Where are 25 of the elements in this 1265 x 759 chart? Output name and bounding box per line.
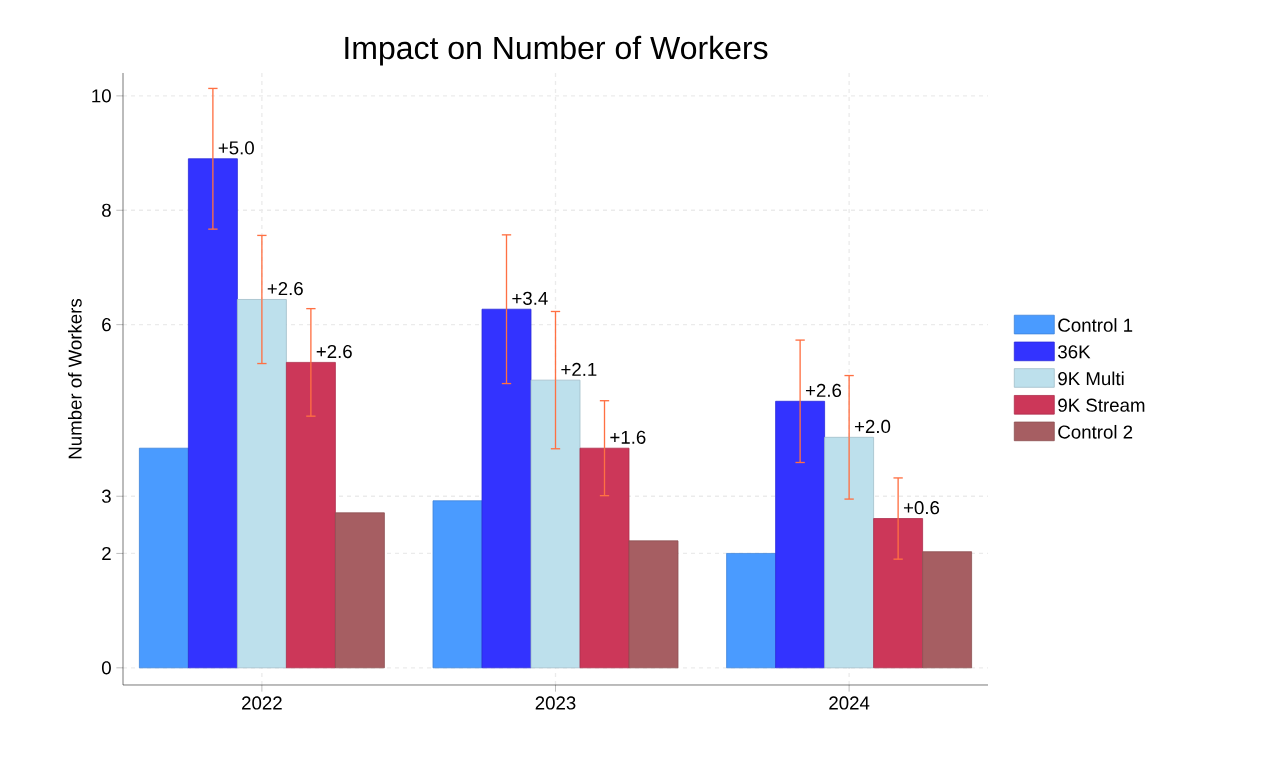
annotation: +5.0 xyxy=(218,141,254,155)
legend-label: Control 2 xyxy=(1058,424,1133,439)
legend-label: 9K Multi xyxy=(1058,371,1124,386)
x-tick-label: 2022 xyxy=(242,696,282,710)
annotation: +2.6 xyxy=(316,344,352,359)
chart-title: Impact on Number of Workers xyxy=(345,35,768,66)
y-tick-label: 2 xyxy=(102,546,111,560)
y-tick-label: 10 xyxy=(92,89,111,103)
legend-label: Control 1 xyxy=(1058,318,1133,332)
y-tick-label: 6 xyxy=(102,318,111,332)
annotation: +2.0 xyxy=(854,419,891,434)
annotation: +3.4 xyxy=(512,291,548,305)
annotation: +2.1 xyxy=(561,362,597,376)
annotation: +2.6 xyxy=(267,281,303,296)
y-axis-title: Number of Workers xyxy=(68,298,82,459)
y-tick-label: 8 xyxy=(102,203,111,217)
annotation: +0.6 xyxy=(903,501,940,515)
legend-label: 36K xyxy=(1058,345,1091,359)
annotation: +1.6 xyxy=(610,430,646,444)
x-tick-label: 2024 xyxy=(829,696,870,710)
x-tick-label: 2023 xyxy=(535,696,576,710)
annotation: +2.6 xyxy=(805,383,842,398)
y-tick-label: 0 xyxy=(101,661,111,675)
y-tick-label: 3 xyxy=(101,489,111,503)
legend-label: 9K Stream xyxy=(1058,398,1145,412)
